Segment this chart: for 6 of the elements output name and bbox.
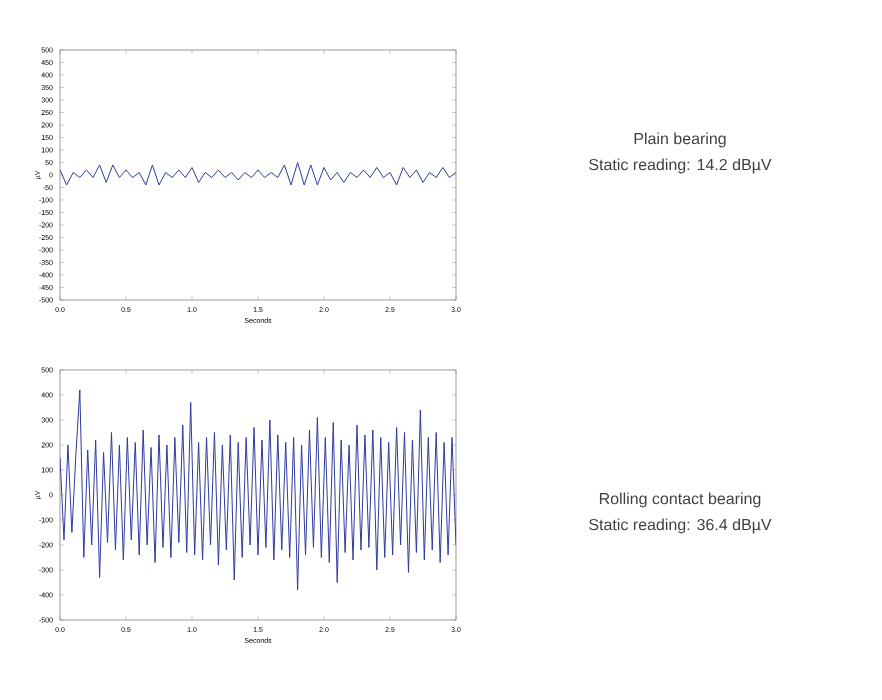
text: Plain bearing <box>634 132 726 148</box>
line-series <box>60 389 456 591</box>
text: Static reading: 14.2 dBµV <box>589 158 772 174</box>
line-series <box>60 161 456 186</box>
text: Rolling contact bearing <box>599 492 761 508</box>
text: Static reading: 36.4 dBµV <box>589 518 772 534</box>
